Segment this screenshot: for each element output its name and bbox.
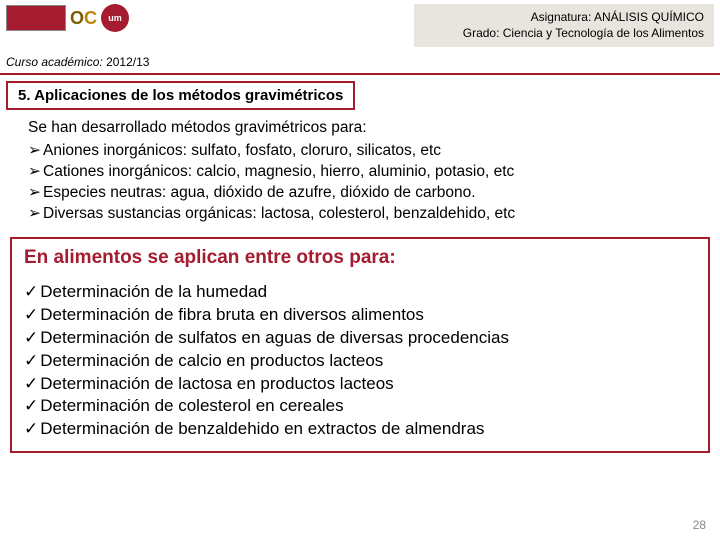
subject-info-box: Asignatura: ANÁLISIS QUÍMICO Grado: Cien… <box>414 4 714 47</box>
logo-block: OC um <box>6 4 129 32</box>
section-title: 5. Aplicaciones de los métodos gravimétr… <box>6 81 355 110</box>
intro-block: Se han desarrollado métodos gravimétrico… <box>0 118 720 233</box>
asignatura-value: ANÁLISIS QUÍMICO <box>594 10 704 24</box>
check-list: Determinación de la humedad Determinació… <box>24 281 696 442</box>
applications-box: En alimentos se aplican entre otros para… <box>10 237 710 454</box>
ocw-logo: OC <box>70 8 97 29</box>
check-item: Determinación de fibra bruta en diversos… <box>24 304 696 327</box>
applications-heading: En alimentos se aplican entre otros para… <box>24 247 696 269</box>
intro-text: Se han desarrollado métodos gravimétrico… <box>28 118 706 139</box>
check-item: Determinación de lactosa en productos la… <box>24 373 696 396</box>
academic-year-line: Curso académico: 2012/13 <box>0 55 720 71</box>
check-item: Determinación de benzaldehido en extract… <box>24 418 696 441</box>
check-item: Determinación de la humedad <box>24 281 696 304</box>
check-item: Determinación de colesterol en cereales <box>24 395 696 418</box>
arrow-item: Especies neutras: agua, dióxido de azufr… <box>28 183 706 204</box>
university-logo-red <box>6 5 66 31</box>
header-divider <box>0 73 720 75</box>
curso-label: Curso académico: <box>6 55 103 69</box>
check-item: Determinación de calcio en productos lac… <box>24 350 696 373</box>
grado-value: Ciencia y Tecnología de los Alimentos <box>503 26 704 40</box>
check-item: Determinación de sulfatos en aguas de di… <box>24 327 696 350</box>
grado-label: Grado: <box>463 26 500 40</box>
asignatura-label: Asignatura: <box>531 10 592 24</box>
slide-header: OC um Asignatura: ANÁLISIS QUÍMICO Grado… <box>0 0 720 49</box>
arrow-item: Cationes inorgánicos: calcio, magnesio, … <box>28 162 706 183</box>
um-shield-icon: um <box>101 4 129 32</box>
page-number: 28 <box>693 518 706 532</box>
arrow-item: Diversas sustancias orgánicas: lactosa, … <box>28 204 706 225</box>
curso-value: 2012/13 <box>106 55 149 69</box>
arrow-item: Aniones inorgánicos: sulfato, fosfato, c… <box>28 141 706 162</box>
